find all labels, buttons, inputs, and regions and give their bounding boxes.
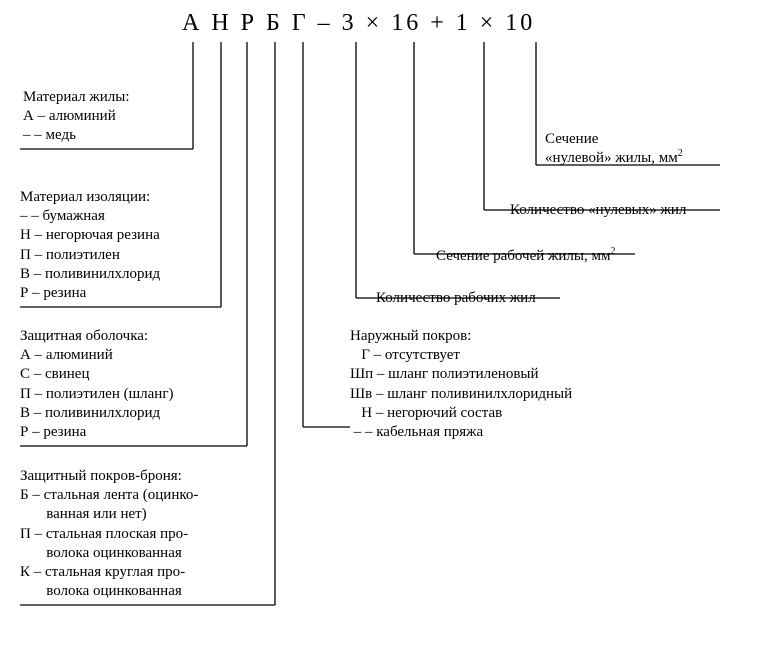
label-null-count: Количество «нулевых» жил: [510, 202, 686, 219]
box-title: Наружный покров:: [350, 327, 572, 346]
label-text: Количество «нулевых» жил: [510, 202, 686, 218]
sup: 2: [610, 246, 615, 257]
box-item: П – полиэтилен (шланг): [20, 385, 173, 404]
box-armor: Защитный покров-броня: Б – стальная лент…: [20, 467, 198, 601]
cable-formula: А Н Р Б Г – 3 × 16 + 1 × 10: [182, 10, 535, 37]
box-title: Защитный покров-броня:: [20, 467, 198, 486]
box-item: Г – отсутствует: [350, 346, 572, 365]
box-item: В – поливинилхлорид: [20, 265, 160, 284]
box-item: Шв – шланг поливинилхлоридный: [350, 385, 572, 404]
box-item: П – стальная плоская про-: [20, 525, 198, 544]
box-material-insulation: Материал изоляции: – – бумажная Н – него…: [20, 188, 160, 303]
label-work-section: Сечение рабочей жилы, мм2: [436, 246, 615, 265]
box-item: волока оцинкованная: [20, 582, 198, 601]
box-outer-cover: Наружный покров: Г – отсутствует Шп – шл…: [350, 327, 572, 442]
box-item: П – полиэтилен: [20, 246, 160, 265]
box-item: А – алюминий: [20, 346, 173, 365]
box-item: волока оцинкованная: [20, 544, 198, 563]
label-null-section: Сечение «нулевой» жилы, мм2: [545, 131, 683, 167]
box-sheath: Защитная оболочка: А – алюминий С – свин…: [20, 327, 173, 442]
box-title: Материал изоляции:: [20, 188, 160, 207]
label-text: Сечение рабочей жилы, мм: [436, 248, 610, 264]
box-item: Н – негорючая резина: [20, 226, 160, 245]
box-item: Р – резина: [20, 284, 160, 303]
box-item: – – бумажная: [20, 207, 160, 226]
sup: 2: [678, 148, 683, 159]
box-item: К – стальная круглая про-: [20, 563, 198, 582]
box-item: – – медь: [23, 126, 130, 145]
box-material-core: Материал жилы: А – алюминий – – медь: [23, 88, 130, 146]
box-item: – – кабельная пряжа: [350, 423, 572, 442]
box-item: ванная или нет): [20, 505, 198, 524]
box-item: Н – негорючий состав: [350, 404, 572, 423]
label-text: Количество рабочих жил: [376, 290, 536, 306]
box-item: Шп – шланг полиэтиленовый: [350, 365, 572, 384]
box-title: Защитная оболочка:: [20, 327, 173, 346]
label-text: Сечение: [545, 131, 598, 147]
label-work-count: Количество рабочих жил: [376, 290, 536, 307]
box-item: Р – резина: [20, 423, 173, 442]
box-title: Материал жилы:: [23, 88, 130, 107]
box-item: А – алюминий: [23, 107, 130, 126]
box-item: В – поливинилхлорид: [20, 404, 173, 423]
box-item: С – свинец: [20, 365, 173, 384]
label-text2: «нулевой» жилы, мм: [545, 150, 678, 166]
box-item: Б – стальная лента (оцинко-: [20, 486, 198, 505]
